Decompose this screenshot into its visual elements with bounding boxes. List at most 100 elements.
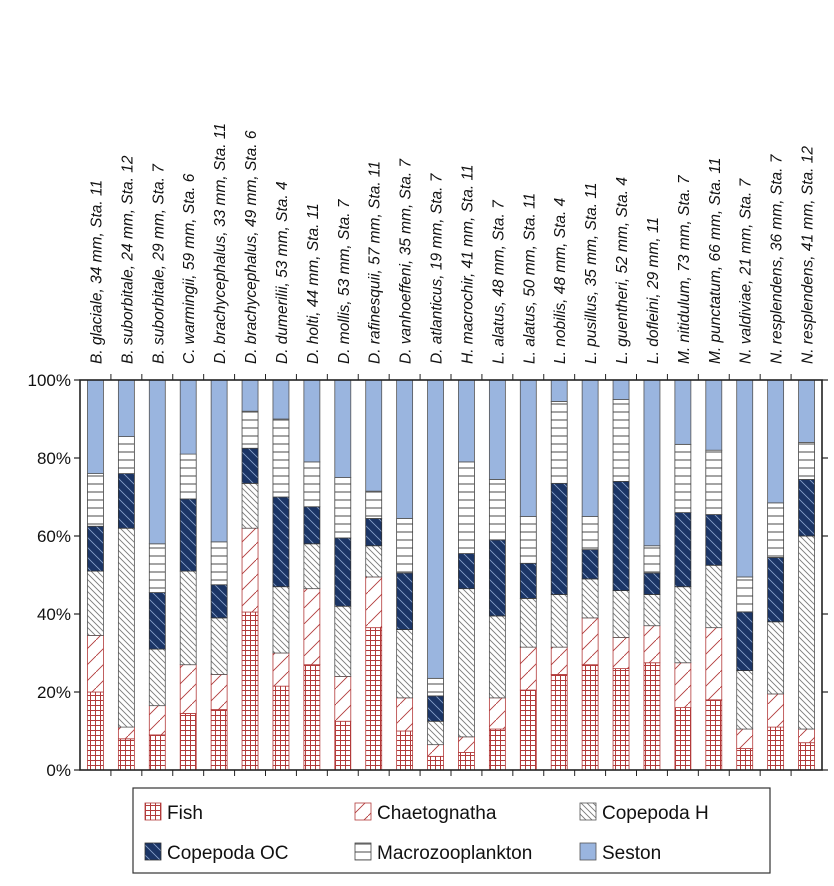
legend-box bbox=[132, 787, 771, 874]
bar-segment-macrozooplankton bbox=[674, 443, 692, 514]
bar-segment-seston bbox=[87, 379, 104, 474]
bar-segment-seston bbox=[272, 379, 290, 420]
bar-segment-chaetognatha bbox=[612, 637, 630, 670]
bar-segment-seston bbox=[736, 379, 754, 578]
bar-segment-chaetognatha bbox=[674, 662, 692, 708]
bar-segment-copepoda-h bbox=[87, 570, 104, 636]
bar-segment-fish bbox=[272, 685, 290, 771]
bar-segment-macrozooplankton bbox=[241, 410, 259, 449]
bar-segment-copepoda-oc bbox=[519, 562, 537, 599]
category-label: N. valdiviae, 21 mm, Sta. 7 bbox=[738, 177, 755, 364]
bar-segment-copepoda-oc bbox=[272, 496, 290, 588]
legend-label: Macrozooplankton bbox=[377, 843, 532, 864]
bar-segment-copepoda-h bbox=[519, 598, 537, 648]
bar-segment-copepoda-h bbox=[396, 629, 414, 699]
category-label: L. nobilis, 48 mm, Sta. 4 bbox=[552, 197, 569, 364]
bar-segment-macrozooplankton bbox=[148, 543, 166, 593]
bar-segment-chaetognatha bbox=[148, 705, 166, 736]
category-label: B. glaciale, 34 mm, Sta. 11 bbox=[88, 180, 105, 364]
bar-segment-chaetognatha bbox=[87, 635, 104, 693]
bar-segment-seston bbox=[767, 379, 785, 504]
bar-segment-copepoda-oc bbox=[767, 557, 785, 623]
legend-swatch bbox=[144, 842, 162, 861]
bar-segment-copepoda-h bbox=[148, 648, 166, 707]
bar-segment-copepoda-oc bbox=[210, 584, 228, 619]
bar-segment-macrozooplankton bbox=[179, 453, 197, 500]
bar-segment-chaetognatha bbox=[519, 646, 537, 691]
bar-segment-fish bbox=[87, 691, 104, 771]
category-label: M. punctatum, 66 mm, Sta. 11 bbox=[707, 158, 724, 364]
bar-segment-macrozooplankton bbox=[550, 401, 568, 484]
bar-segment-copepoda-h bbox=[550, 594, 568, 648]
bar-segment-macrozooplankton bbox=[87, 473, 104, 527]
category-label: D. brachycephalus, 33 mm, Sta. 11 bbox=[212, 123, 229, 364]
y-tick-label: 60% bbox=[37, 527, 71, 546]
bar-segment-copepoda-h bbox=[179, 570, 197, 666]
category-label: D. atlanticus, 19 mm, Sta. 7 bbox=[429, 172, 446, 364]
bar-segment-copepoda-h bbox=[705, 564, 723, 629]
bar-segment-chaetognatha bbox=[303, 588, 321, 666]
bar-segment-macrozooplankton bbox=[519, 516, 537, 564]
bar-segment-chaetognatha bbox=[179, 664, 197, 714]
category-label: M. nitidulum, 73 mm, Sta. 7 bbox=[676, 174, 693, 364]
category-label: H. macrochir, 41 mm, Sta. 11 bbox=[459, 164, 476, 364]
bar-segment-macrozooplankton bbox=[458, 461, 475, 554]
bar-segment-copepoda-h bbox=[272, 586, 290, 654]
bar-segment-chaetognatha bbox=[705, 627, 723, 701]
category-label: L. pusillus, 35 mm, Sta. 11 bbox=[583, 183, 600, 365]
bar-segment-fish bbox=[674, 707, 692, 771]
bar-segment-chaetognatha bbox=[581, 617, 599, 666]
bar-segment-fish bbox=[736, 748, 754, 771]
bar-segment-copepoda-h bbox=[767, 621, 785, 695]
bar-segment-copepoda-oc bbox=[643, 572, 661, 595]
bar-segment-macrozooplankton bbox=[581, 516, 599, 551]
bar-segment-seston bbox=[148, 379, 166, 545]
bar-segment-copepoda-oc bbox=[396, 572, 414, 630]
bar-segment-fish bbox=[396, 730, 414, 771]
bar-segment-seston bbox=[303, 379, 321, 463]
bar-segment-seston bbox=[117, 379, 135, 437]
bar-segment-chaetognatha bbox=[458, 736, 475, 753]
category-label: B. suborbitale, 24 mm, Sta. 12 bbox=[119, 155, 136, 364]
bar-segment-seston bbox=[179, 379, 197, 455]
bar-segment-fish bbox=[365, 627, 383, 771]
bar-segment-copepoda-oc bbox=[334, 537, 352, 607]
bar-segment-seston bbox=[334, 379, 352, 478]
bar-segment-chaetognatha bbox=[272, 652, 290, 687]
bar-segment-copepoda-oc bbox=[87, 525, 104, 572]
category-labels: B. glaciale, 34 mm, Sta. 11 B. suborbital… bbox=[88, 123, 816, 364]
bar-segment-macrozooplankton bbox=[272, 418, 290, 498]
bar-segment-macrozooplankton bbox=[117, 436, 135, 474]
bar-segment-seston bbox=[427, 379, 444, 679]
bar-segment-fish bbox=[581, 664, 599, 771]
bar-segment-seston bbox=[396, 379, 414, 519]
bar-segment-macrozooplankton bbox=[736, 576, 754, 613]
bar-segment-copepoda-oc bbox=[674, 512, 692, 588]
bar-segment-macrozooplankton bbox=[705, 449, 723, 515]
bar-segment-seston bbox=[674, 379, 692, 445]
legend-label: Chaetognatha bbox=[377, 803, 497, 824]
bar-segment-copepoda-h bbox=[581, 578, 599, 619]
bar-segment-chaetognatha bbox=[767, 693, 785, 728]
y-tick-label: 0% bbox=[46, 761, 71, 780]
bar-segment-copepoda-h bbox=[488, 615, 506, 699]
bar-segment-copepoda-h bbox=[643, 594, 661, 627]
bar-segment-seston bbox=[458, 379, 475, 463]
category-label: L. alatus, 48 mm, Sta. 7 bbox=[490, 199, 507, 364]
bar-segment-fish bbox=[612, 668, 630, 771]
bar-segment-macrozooplankton bbox=[365, 490, 383, 519]
bar-segment-fish bbox=[179, 713, 197, 771]
bar-segment-chaetognatha bbox=[117, 726, 135, 740]
legend-swatch bbox=[354, 842, 372, 861]
bar-segment-fish bbox=[705, 699, 723, 771]
bar-segment-copepoda-h bbox=[365, 545, 383, 578]
bar-segment-macrozooplankton bbox=[798, 441, 815, 480]
bar-segment-chaetognatha bbox=[643, 625, 661, 664]
bar-segment-macrozooplankton bbox=[488, 479, 506, 541]
bar-segment-copepoda-h bbox=[458, 588, 475, 738]
legend-swatch bbox=[144, 802, 162, 821]
bar-segment-copepoda-oc bbox=[581, 549, 599, 580]
bar-segment-macrozooplankton bbox=[210, 541, 228, 586]
bar-segment-seston bbox=[365, 379, 383, 492]
bar-segment-copepoda-oc bbox=[303, 506, 321, 545]
